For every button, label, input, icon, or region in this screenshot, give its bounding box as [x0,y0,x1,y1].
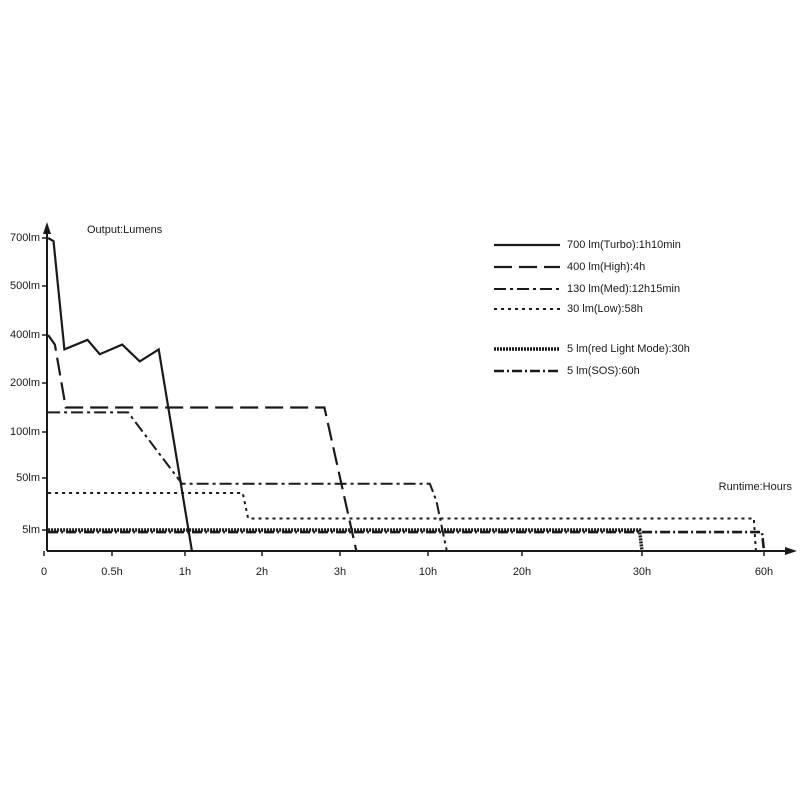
y-axis-title: Output:Lumens [87,224,163,236]
x-axis-arrow [785,547,797,555]
series-line [47,237,194,552]
legend-label: 5 lm(red Light Mode):30h [567,343,690,355]
legend-label: 700 lm(Turbo):1h10min [567,239,681,251]
series-line [48,492,757,552]
x-tick-label: 3h [334,566,346,578]
x-tick-label: 30h [633,566,651,578]
series-line [47,334,358,552]
x-tick-label: 60h [755,566,773,578]
x-tick-label: 20h [513,566,531,578]
y-tick-label: 100lm [10,426,40,438]
y-tick-label: 200lm [10,377,40,389]
x-tick-label: 1h [179,566,191,578]
y-tick-label: 700lm [10,232,40,244]
legend-label: 5 lm(SOS):60h [567,365,640,377]
y-tick-label: 5lm [22,524,40,536]
y-tick-label: 50lm [16,472,40,484]
x-tick-label: 0 [41,566,47,578]
y-tick-label: 400lm [10,329,40,341]
x-axis-title: Runtime:Hours [719,481,793,493]
series-line [48,411,448,552]
legend-label: 130 lm(Med):12h15min [567,283,680,295]
y-axis-arrow [43,222,51,234]
x-tick-label: 0.5h [101,566,122,578]
series-line [48,528,644,552]
legend-label: 30 lm(Low):58h [567,303,643,315]
y-tick-label: 500lm [10,280,40,292]
x-tick-label: 2h [256,566,268,578]
series-line [48,530,766,552]
legend-label: 400 lm(High):4h [567,261,645,273]
x-tick-label: 10h [419,566,437,578]
